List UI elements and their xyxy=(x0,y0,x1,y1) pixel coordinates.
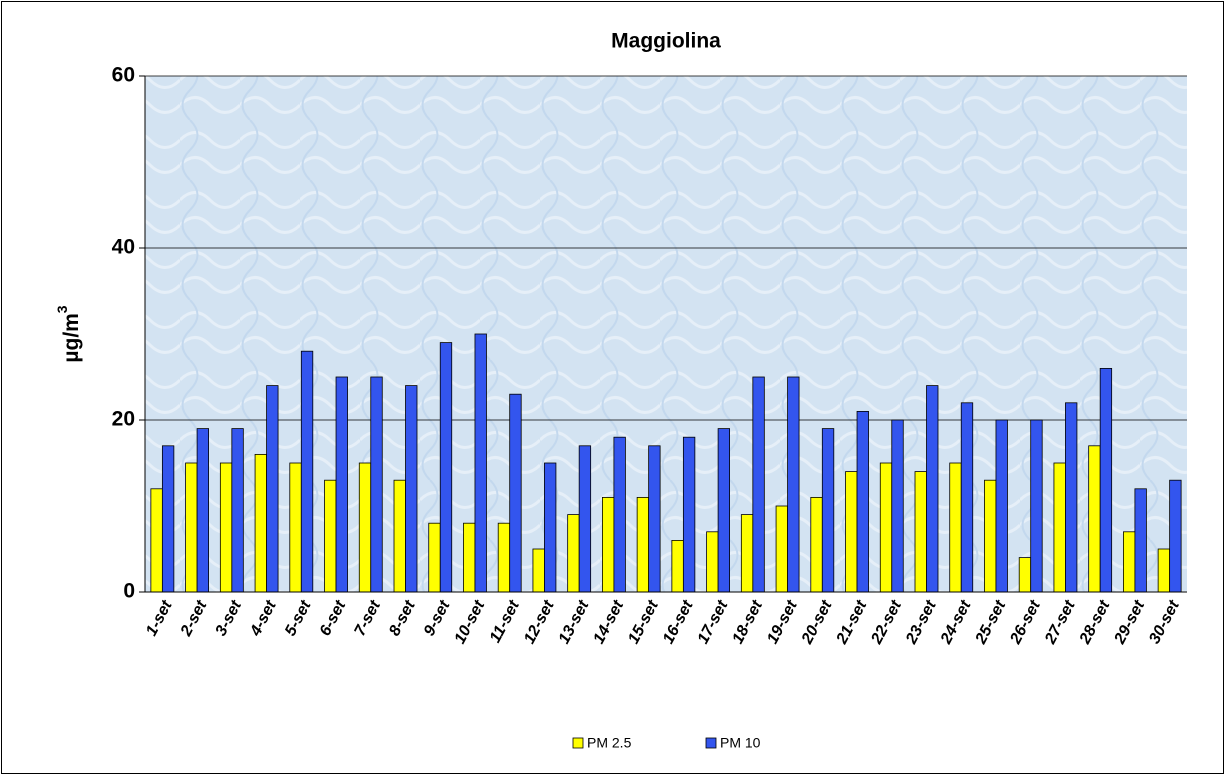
plot-area xyxy=(145,76,1187,592)
bar xyxy=(821,428,835,593)
bar xyxy=(324,479,337,593)
bar xyxy=(648,445,661,593)
bar xyxy=(960,402,974,593)
y-axis-label: µg/m3 xyxy=(54,305,83,362)
bar xyxy=(532,548,545,593)
bar xyxy=(1123,531,1136,593)
y-tick-label: 60 xyxy=(112,64,135,87)
y-tick-label: 40 xyxy=(112,236,135,259)
bar xyxy=(995,419,1008,593)
bar xyxy=(578,445,592,593)
bar xyxy=(1157,548,1171,593)
bar xyxy=(405,385,418,593)
bar xyxy=(393,479,406,593)
legend-label: PM 2.5 xyxy=(587,735,632,751)
bar xyxy=(1053,462,1066,593)
bar xyxy=(949,462,962,593)
bar xyxy=(567,514,580,593)
bar xyxy=(1088,445,1101,593)
bar xyxy=(439,342,453,593)
bar xyxy=(787,376,800,593)
bar xyxy=(1030,419,1043,593)
bar xyxy=(1134,488,1147,593)
y-label-text: µg/m xyxy=(60,313,83,362)
bar xyxy=(370,376,383,593)
bar xyxy=(914,471,927,593)
bar xyxy=(682,436,696,593)
legend-label: PM 10 xyxy=(720,735,761,751)
y-tick-label: 20 xyxy=(112,408,135,431)
bar xyxy=(984,479,997,593)
bar xyxy=(161,445,175,593)
bar xyxy=(219,462,233,593)
bar xyxy=(231,428,244,593)
bar xyxy=(1099,367,1113,593)
bar xyxy=(613,436,626,593)
bar xyxy=(845,471,858,593)
bar xyxy=(428,522,441,593)
y-tick-label: 0 xyxy=(123,580,135,603)
bar xyxy=(1065,402,1078,593)
bar xyxy=(289,462,302,593)
bar xyxy=(706,531,719,593)
bar xyxy=(891,419,904,593)
bar xyxy=(717,428,730,593)
bar xyxy=(602,496,615,593)
bar xyxy=(196,428,210,593)
legend-swatch xyxy=(572,737,584,749)
bar xyxy=(879,462,893,593)
bar xyxy=(775,505,788,593)
bar xyxy=(856,410,869,593)
bar xyxy=(752,376,765,593)
bar xyxy=(1169,479,1182,593)
bar xyxy=(254,453,267,593)
bar xyxy=(474,333,487,593)
bar xyxy=(509,393,522,593)
bar xyxy=(185,462,198,593)
bar xyxy=(150,488,163,593)
bar xyxy=(740,514,754,593)
bar xyxy=(497,522,511,593)
bar xyxy=(266,385,279,593)
bar xyxy=(544,462,557,593)
y-label-sup: 3 xyxy=(54,305,70,313)
bar xyxy=(636,496,650,593)
bar xyxy=(671,540,684,593)
bar xyxy=(463,522,476,593)
bar xyxy=(1018,557,1032,593)
legend-swatch xyxy=(705,737,717,749)
bar xyxy=(810,496,823,593)
bar xyxy=(335,376,348,593)
chart-title: Maggiolina xyxy=(611,30,721,53)
bar xyxy=(358,462,372,593)
bar xyxy=(300,350,314,593)
bar xyxy=(926,385,939,593)
